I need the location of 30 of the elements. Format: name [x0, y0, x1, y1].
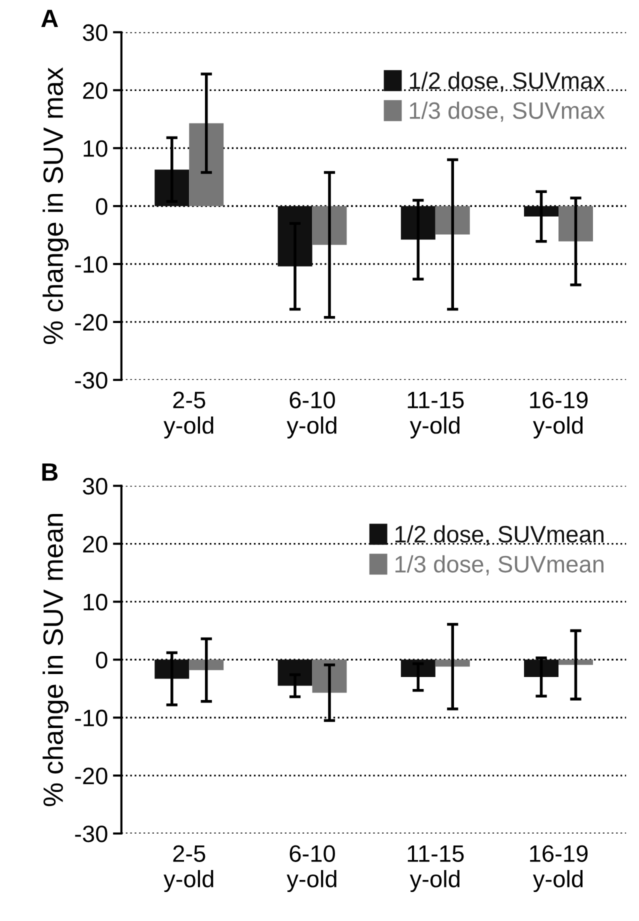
y-axis-title: % change in SUV mean [42, 514, 69, 806]
y-tick-label: -20 [75, 314, 108, 331]
x-tick-label: 16-19 y-old [530, 392, 588, 438]
x-tick-label: 11-15 y-old [408, 392, 464, 438]
y-tick-label: 0 [96, 198, 108, 215]
y-tick-label: 30 [82, 478, 108, 495]
chart-title: A [41, 10, 58, 28]
x-tick-label: 11-15 y-old [408, 845, 464, 892]
y-tick-label: -30 [75, 372, 108, 389]
y-tick-label: 20 [83, 82, 108, 99]
y-tick-label: -10 [75, 710, 108, 726]
legend-label: 1/3 dose, SUVmax [410, 102, 605, 122]
x-tick-label: 2-5 y-old [164, 392, 214, 438]
x-tick-label: 6-10 y-old [286, 392, 336, 438]
legend-label: 1/2 dose, SUVmean [395, 525, 604, 546]
legend-label: 1/2 dose, SUVmax [410, 72, 605, 92]
y-tick-label: 0 [96, 652, 108, 668]
y-tick-label: 20 [83, 536, 108, 553]
y-tick-label: -30 [75, 826, 108, 842]
y-tick-label: 10 [84, 140, 108, 157]
y-axis-title: % change in SUV max [42, 67, 69, 344]
x-tick-label: 16-19 y-old [530, 845, 588, 892]
x-tick-label: 6-10 y-old [286, 845, 336, 892]
y-tick-label: -10 [75, 256, 108, 273]
y-tick-label: 10 [84, 594, 108, 611]
y-tick-label: -20 [75, 768, 108, 784]
legend-label: 1/3 dose, SUVmean [395, 555, 604, 576]
chart-title: B [42, 463, 58, 481]
x-tick-label: 2-5 y-old [164, 845, 214, 892]
y-tick-label: 30 [82, 24, 108, 42]
